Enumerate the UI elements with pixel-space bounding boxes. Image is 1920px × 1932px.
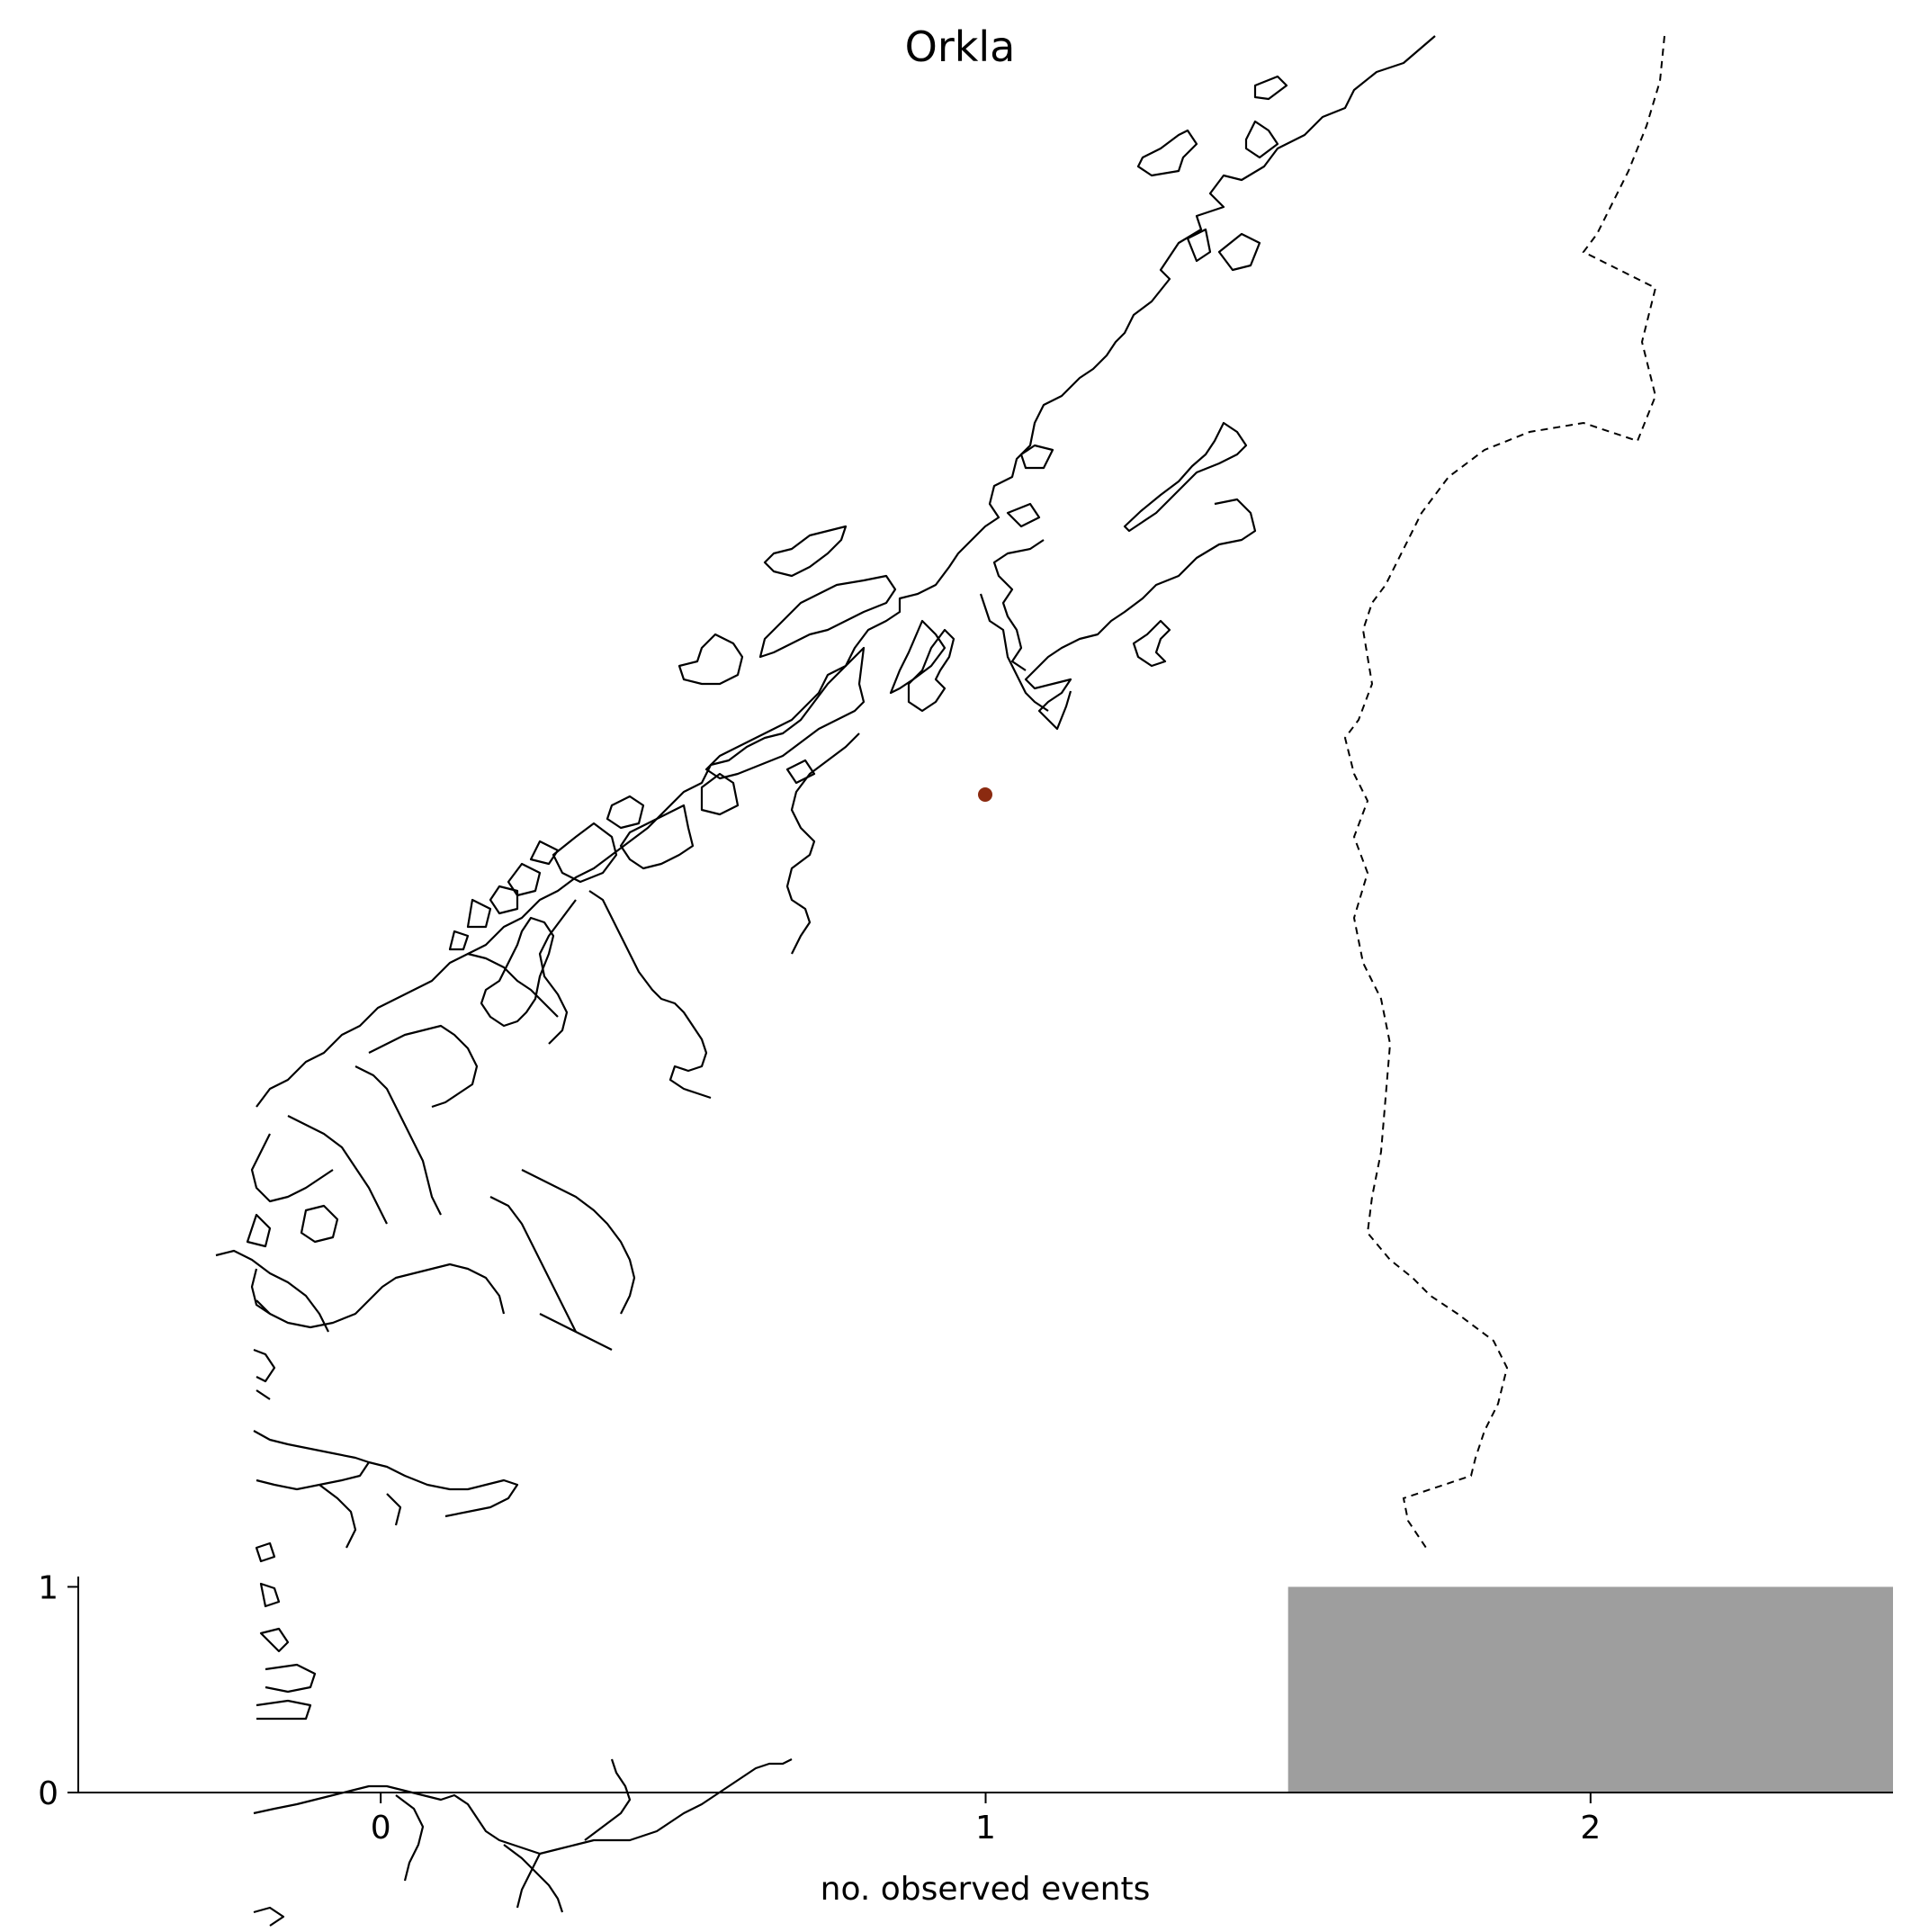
y-tick-label: 0 — [38, 1775, 58, 1812]
bars-group — [1287, 1586, 1893, 1793]
station-marker — [978, 787, 992, 802]
x-tick-label: 2 — [1580, 1810, 1601, 1847]
national-border — [1343, 35, 1665, 1549]
histogram-panel: 0 1 2 0 1 no. observed events — [38, 1569, 1893, 1908]
x-axis-label: no. observed events — [821, 1871, 1151, 1908]
ticks-group: 0 1 2 0 1 — [38, 1569, 1601, 1847]
y-tick-label: 1 — [38, 1569, 58, 1606]
map-title: Orkla — [905, 22, 1016, 71]
histogram-bar — [1287, 1586, 1893, 1793]
x-tick-label: 0 — [371, 1810, 391, 1847]
map-panel: Orkla — [215, 22, 1665, 1927]
coastline — [215, 35, 1436, 1927]
x-tick-label: 1 — [975, 1810, 996, 1847]
